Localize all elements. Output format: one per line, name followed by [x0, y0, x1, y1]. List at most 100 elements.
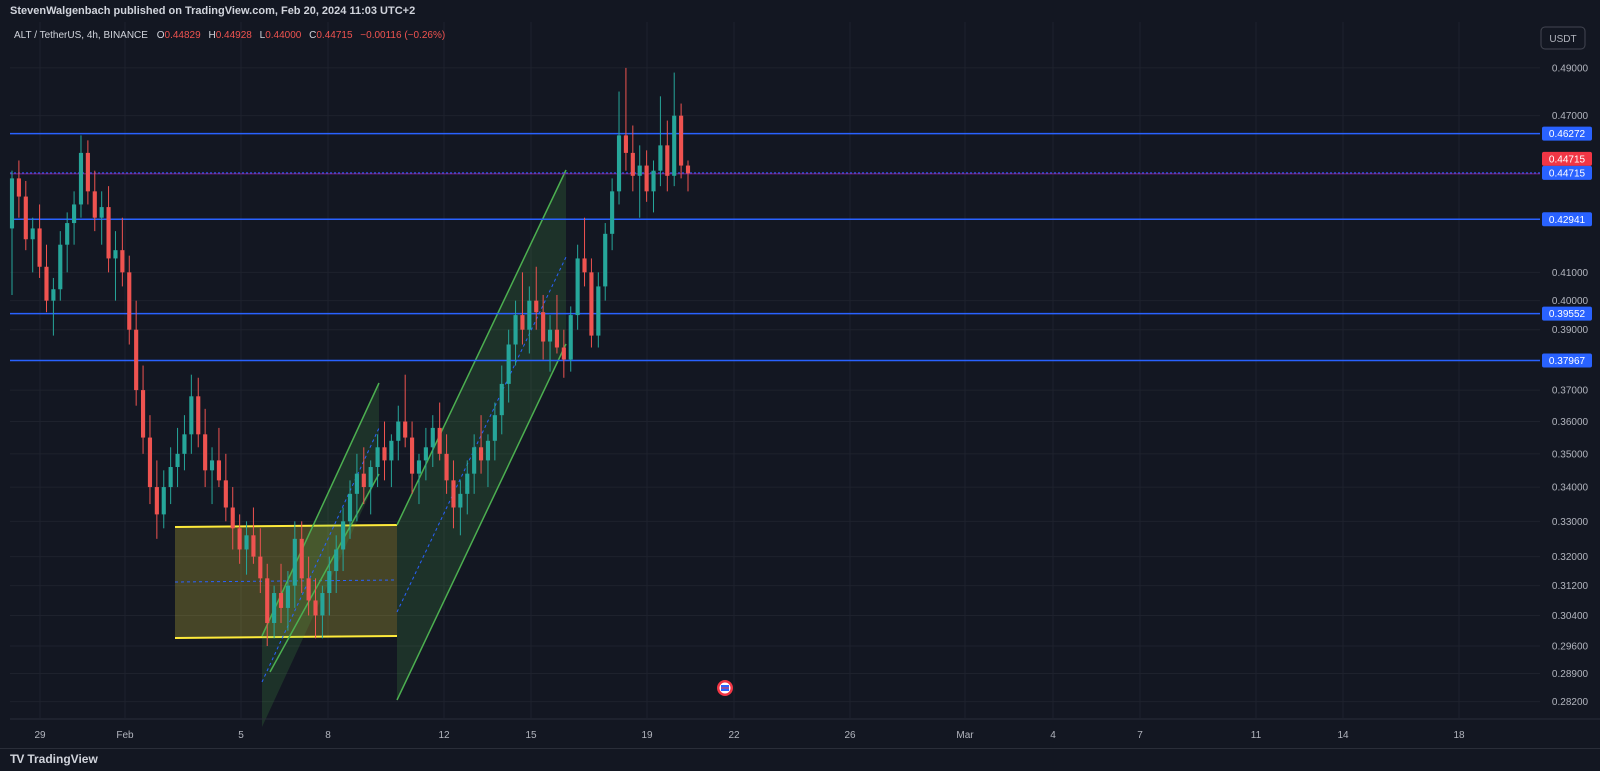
low-value: 0.44000 — [265, 30, 302, 41]
range-box-top-line[interactable] — [174, 524, 398, 528]
candle-body — [547, 329, 553, 342]
candle-body — [603, 233, 608, 287]
currency-label[interactable]: USDT — [1549, 34, 1576, 45]
x-tick-label: Mar — [956, 730, 974, 741]
x-tick-label: 7 — [1137, 730, 1143, 741]
candle-body — [65, 223, 70, 245]
current-price-label: 0.44715 — [1549, 168, 1586, 179]
candle-body — [492, 415, 497, 441]
candle-body — [265, 578, 270, 624]
level-price-tag — [1542, 126, 1592, 141]
drawing-tools — [174, 169, 567, 727]
candle-body — [423, 447, 428, 461]
symbol-name[interactable]: ALT / TetherUS, 4h, BINANCE — [14, 30, 148, 41]
chart-grid — [10, 22, 1540, 718]
candle-body — [644, 165, 649, 192]
large-channel-lower[interactable] — [396, 343, 567, 701]
level-price-tag — [1542, 306, 1592, 321]
large-channel-upper[interactable] — [396, 169, 567, 526]
small-channel-lower[interactable] — [269, 473, 380, 673]
low-label: L — [260, 30, 266, 41]
y-tick-label: 0.49000 — [1552, 63, 1589, 74]
horizontal-levels[interactable] — [10, 132, 1540, 362]
us-flag-icon[interactable] — [717, 680, 733, 696]
candle-body — [637, 165, 642, 176]
candle-body — [30, 228, 35, 240]
candle-body — [596, 286, 601, 336]
candle-body — [485, 440, 491, 461]
x-tick-label: 18 — [1453, 730, 1465, 741]
candle-body — [589, 272, 594, 336]
price-chart[interactable]: 0.49000 0.47000 0.41000 0.40000 0.39000 0.370… — [0, 22, 1600, 748]
high-value: 0.44928 — [216, 30, 253, 41]
candle-body — [499, 383, 504, 416]
candle-body — [120, 250, 125, 273]
x-tick-label: 4 — [1050, 730, 1056, 741]
time-axis[interactable]: 29 Feb 5 8 12 15 19 22 26 Mar 4 7 11 14 18 — [10, 718, 1600, 741]
tradingview-logo-icon[interactable]: TV TradingView — [10, 752, 98, 766]
y-tick-label: 0.28900 — [1552, 669, 1589, 680]
candles — [9, 67, 691, 647]
candle-body — [258, 556, 263, 579]
candle-body — [223, 480, 228, 508]
candle-body — [389, 440, 394, 461]
candle-body — [561, 347, 566, 360]
last-price-tag — [1542, 151, 1592, 166]
level-price-label: 0.37967 — [1549, 356, 1586, 367]
candle-body — [161, 487, 166, 515]
candle-body — [278, 593, 284, 608]
candle-body — [113, 250, 118, 259]
y-tick-label: 0.31200 — [1552, 581, 1589, 592]
candle-body — [147, 437, 153, 488]
candle-body — [665, 145, 670, 176]
candle-body — [361, 473, 366, 488]
candle-body — [285, 585, 290, 608]
candle-body — [430, 427, 435, 448]
candle-body — [251, 535, 256, 557]
candle-body — [99, 207, 104, 218]
candle-body — [568, 315, 573, 360]
x-tick-label: 12 — [438, 730, 450, 741]
candle-body — [472, 447, 477, 474]
x-tick-label: 29 — [34, 730, 46, 741]
y-tick-label: 0.33000 — [1552, 517, 1589, 528]
currency-button[interactable]: USDT — [1540, 26, 1586, 50]
candle-body — [685, 165, 691, 174]
candle-body — [272, 593, 277, 624]
candle-body — [168, 467, 173, 488]
candle-body — [478, 447, 484, 461]
candle-body — [140, 390, 146, 438]
range-box-mid-line — [174, 579, 398, 583]
candle-body — [175, 453, 180, 468]
candle-body — [437, 427, 442, 454]
candle-body — [9, 178, 15, 229]
candle-body — [292, 538, 297, 586]
candle-body — [58, 244, 63, 290]
candle-body — [78, 152, 84, 205]
close-label: C — [309, 30, 316, 41]
candle-body — [527, 300, 532, 330]
candle-body — [313, 600, 318, 616]
level-price-tag — [1542, 212, 1592, 227]
change-value: −0.00116 (−0.26%) — [360, 30, 445, 41]
y-tick-label: 0.36000 — [1552, 417, 1589, 428]
y-tick-label: 0.35000 — [1552, 449, 1589, 460]
last-price-label: 0.44715 — [1549, 154, 1586, 165]
candle-body — [623, 135, 628, 153]
price-axis[interactable]: 0.49000 0.47000 0.41000 0.40000 0.39000 0.370… — [1540, 22, 1600, 748]
close-value: 0.44715 — [316, 30, 353, 41]
candle-body — [410, 437, 415, 474]
candle-body — [127, 272, 132, 330]
candle-body — [334, 549, 339, 572]
level-price-tag — [1542, 353, 1592, 368]
candle-body — [244, 535, 249, 550]
symbol-legend[interactable]: ALT / TetherUS, 4h, BINANCE O0.44829 H0.… — [14, 30, 445, 41]
candle-body — [541, 312, 546, 342]
range-box-bottom-line[interactable] — [174, 635, 398, 639]
level-price-label: 0.39552 — [1549, 309, 1586, 320]
candle-body — [209, 460, 215, 471]
candle-body — [85, 152, 90, 192]
candle-body — [610, 191, 615, 234]
level-price-label: 0.46272 — [1549, 129, 1586, 140]
candle-body — [444, 453, 449, 481]
